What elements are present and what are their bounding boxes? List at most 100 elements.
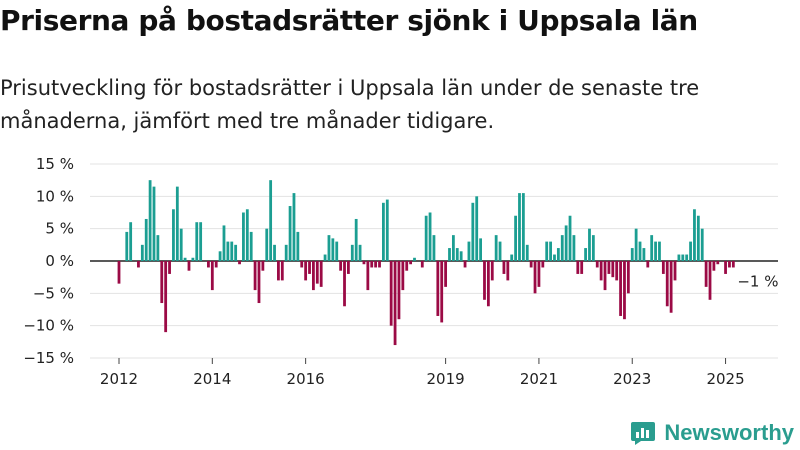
bar — [253, 261, 257, 291]
bar — [195, 222, 199, 261]
bar — [312, 261, 315, 291]
y-tick-label: 5 % — [45, 220, 74, 238]
bar — [479, 238, 483, 261]
bar — [689, 241, 692, 261]
bar — [381, 202, 385, 261]
bar — [207, 261, 210, 268]
bar — [677, 254, 681, 261]
bar — [164, 261, 168, 333]
bar — [129, 222, 133, 261]
bar — [222, 225, 226, 261]
y-tick-label: −15 % — [23, 349, 74, 367]
bar — [269, 180, 273, 261]
bar — [728, 261, 731, 268]
last-value-label: −1 % — [737, 272, 778, 290]
bar — [619, 261, 622, 316]
x-tick-label: 2014 — [193, 370, 231, 388]
bar — [650, 235, 654, 261]
bar — [553, 254, 556, 261]
bar — [218, 251, 222, 261]
bar — [428, 212, 432, 261]
bar — [623, 261, 626, 320]
chart-subtitle: Prisutveckling för bostadsrätter i Uppsa… — [0, 76, 700, 133]
bar — [455, 248, 459, 261]
bar — [537, 261, 541, 287]
bar — [708, 261, 712, 300]
bar — [704, 261, 708, 287]
bar — [249, 231, 253, 261]
bars — [117, 180, 735, 346]
bar — [576, 261, 580, 274]
bar — [273, 244, 276, 261]
bar — [471, 202, 475, 261]
bar — [700, 228, 704, 261]
bar — [630, 248, 634, 261]
bar — [584, 248, 587, 261]
bar — [483, 261, 486, 300]
bar — [230, 241, 234, 261]
bar — [731, 261, 735, 268]
bar — [424, 215, 428, 261]
bar — [199, 222, 203, 261]
bar — [444, 261, 448, 287]
bar — [673, 261, 677, 281]
bar — [603, 261, 607, 291]
bar — [277, 261, 280, 281]
bar — [261, 261, 265, 271]
bar — [669, 261, 673, 313]
bar — [183, 257, 187, 261]
bar — [292, 193, 296, 261]
bar — [510, 254, 514, 261]
bar — [140, 244, 144, 261]
bar — [354, 218, 358, 261]
bar — [665, 261, 669, 307]
bar — [716, 261, 720, 265]
bar — [144, 218, 148, 261]
bar — [556, 248, 560, 261]
bar — [378, 261, 381, 268]
bar — [385, 199, 389, 261]
bar — [560, 235, 564, 261]
bar — [634, 228, 638, 261]
y-axis: 15 % 10 % 5 % 0 % −5 % −10 % −15 % — [23, 155, 74, 367]
bar — [238, 261, 241, 265]
bar — [549, 241, 552, 261]
bar — [370, 261, 374, 268]
bar — [300, 261, 304, 268]
bar — [331, 238, 335, 261]
bar — [168, 261, 171, 274]
bar — [611, 261, 615, 278]
bar — [257, 261, 261, 304]
bar — [304, 261, 308, 281]
bar — [280, 261, 284, 281]
bar — [308, 261, 311, 274]
bar — [580, 261, 584, 274]
y-tick-label: −10 % — [23, 317, 74, 335]
y-tick-label: 10 % — [36, 187, 74, 205]
bar — [494, 235, 498, 261]
bar — [245, 209, 249, 261]
bar — [541, 261, 545, 268]
bar — [467, 241, 471, 261]
bar — [615, 261, 619, 281]
bar — [661, 261, 665, 274]
bar — [366, 261, 370, 291]
bar — [525, 244, 529, 261]
x-tick-label: 2012 — [100, 370, 138, 388]
bar — [319, 261, 323, 287]
bar — [296, 231, 300, 261]
bar — [389, 261, 393, 326]
bar — [486, 261, 490, 307]
bar — [362, 261, 366, 265]
bar — [315, 261, 319, 284]
bar — [518, 193, 521, 261]
x-axis: 2012 2014 2016 2019 2021 2023 2025 — [100, 358, 745, 388]
bar — [607, 261, 611, 274]
grid-lines — [90, 163, 778, 359]
x-tick-label: 2019 — [427, 370, 465, 388]
bar — [358, 244, 362, 261]
bar — [681, 254, 685, 261]
bar — [588, 228, 591, 261]
bar — [288, 206, 292, 261]
bar — [347, 261, 350, 274]
